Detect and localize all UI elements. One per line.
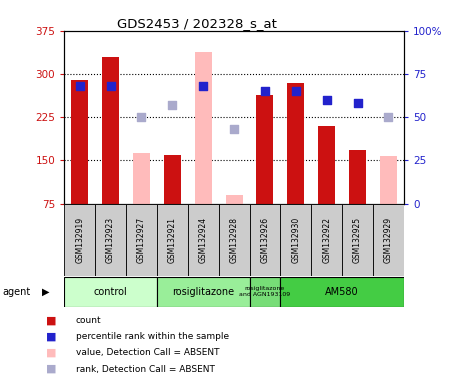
Bar: [64, 277, 157, 306]
Text: ▶: ▶: [42, 287, 50, 297]
Text: GSM132930: GSM132930: [291, 217, 300, 263]
Point: [200, 83, 207, 89]
Text: rosiglitazone: rosiglitazone: [172, 287, 234, 297]
Point: [385, 114, 392, 120]
Bar: [71, 80, 88, 204]
Point: [168, 102, 176, 108]
Text: GSM132927: GSM132927: [137, 217, 146, 263]
Text: GSM132928: GSM132928: [230, 217, 239, 263]
Bar: [280, 277, 404, 306]
Bar: [126, 204, 157, 276]
Point: [292, 88, 300, 94]
Text: GSM132919: GSM132919: [75, 217, 84, 263]
Text: rank, Detection Call = ABSENT: rank, Detection Call = ABSENT: [76, 364, 215, 374]
Text: GSM132922: GSM132922: [322, 217, 331, 263]
Text: GDS2453 / 202328_s_at: GDS2453 / 202328_s_at: [118, 17, 277, 30]
Point: [107, 83, 114, 89]
Bar: [342, 204, 373, 276]
Bar: [188, 204, 218, 276]
Text: ■: ■: [46, 316, 56, 326]
Bar: [380, 156, 397, 204]
Bar: [195, 52, 212, 204]
Text: GSM132923: GSM132923: [106, 217, 115, 263]
Text: GSM132929: GSM132929: [384, 217, 393, 263]
Bar: [250, 277, 280, 306]
Text: GSM132924: GSM132924: [199, 217, 208, 263]
Bar: [218, 204, 250, 276]
Text: control: control: [94, 287, 128, 297]
Bar: [311, 204, 342, 276]
Text: AM580: AM580: [325, 287, 359, 297]
Bar: [280, 204, 311, 276]
Bar: [157, 277, 250, 306]
Bar: [157, 204, 188, 276]
Bar: [64, 204, 95, 276]
Point: [230, 126, 238, 132]
Text: rosiglitazone
and AGN193109: rosiglitazone and AGN193109: [239, 286, 291, 297]
Text: percentile rank within the sample: percentile rank within the sample: [76, 332, 229, 341]
Bar: [226, 195, 243, 204]
Text: ■: ■: [46, 332, 56, 342]
Bar: [349, 150, 366, 204]
Point: [138, 114, 145, 120]
Bar: [102, 57, 119, 204]
Text: agent: agent: [2, 287, 31, 297]
Point: [261, 88, 269, 94]
Bar: [164, 155, 181, 204]
Text: GSM132926: GSM132926: [260, 217, 269, 263]
Text: ■: ■: [46, 348, 56, 358]
Point: [323, 97, 330, 103]
Bar: [95, 204, 126, 276]
Bar: [373, 204, 404, 276]
Bar: [287, 83, 304, 204]
Point: [76, 83, 84, 89]
Text: GSM132921: GSM132921: [168, 217, 177, 263]
Bar: [133, 154, 150, 204]
Text: GSM132925: GSM132925: [353, 217, 362, 263]
Point: [354, 100, 361, 106]
Bar: [257, 95, 274, 204]
Text: ■: ■: [46, 364, 56, 374]
Text: value, Detection Call = ABSENT: value, Detection Call = ABSENT: [76, 348, 219, 358]
Bar: [250, 204, 280, 276]
Bar: [318, 126, 335, 204]
Text: count: count: [76, 316, 101, 325]
